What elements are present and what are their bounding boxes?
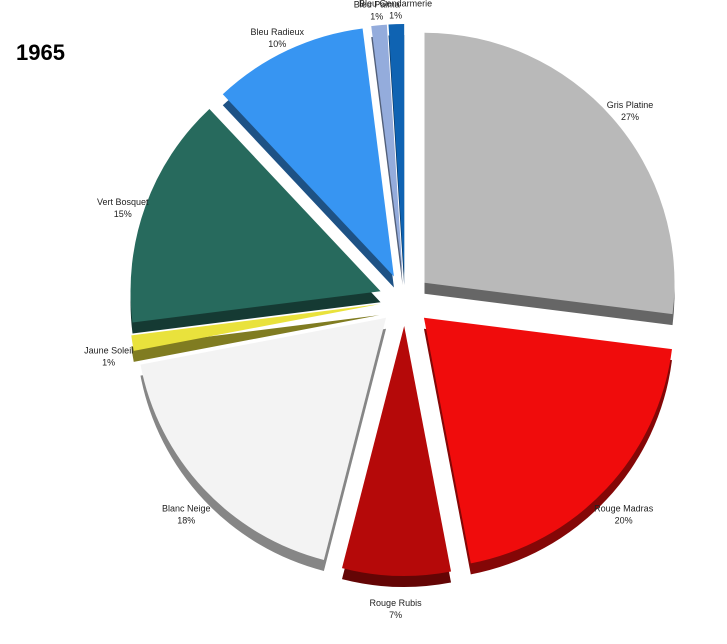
slice-value-label: 20%: [615, 516, 633, 526]
slice: [423, 317, 672, 564]
slice-value-label: 7%: [389, 610, 402, 620]
slice: [424, 32, 675, 315]
slice-label: Blanc Neige: [162, 504, 211, 514]
slice-label: Jaune Soleil: [84, 345, 133, 355]
slice: [342, 325, 452, 576]
slice-value-label: 10%: [268, 39, 286, 49]
slice: [222, 28, 394, 277]
slice-label: Bleu Gendarmerie: [359, 0, 432, 9]
slice: [131, 304, 380, 351]
slice: [140, 317, 387, 560]
slice-label: Rouge Rubis: [370, 598, 423, 608]
slice-label: Bleu Palma: [354, 0, 400, 10]
slice-label: Gris Platine: [607, 100, 654, 110]
slice-value-label: 27%: [621, 112, 639, 122]
chart-title: 1965: [16, 40, 65, 65]
slice: [388, 24, 405, 275]
slice-label: Bleu Radieux: [250, 27, 304, 37]
slice: [371, 24, 403, 275]
slice-value-label: 1%: [370, 12, 383, 22]
slice-value-label: 1%: [389, 11, 402, 21]
slice-label: Rouge Madras: [594, 504, 654, 514]
slice-value-label: 18%: [177, 516, 195, 526]
slice-side: [131, 315, 380, 362]
slice: [130, 108, 381, 323]
slice-label: Vert Bosquet: [97, 197, 149, 207]
slice-value-label: 1%: [102, 357, 115, 367]
slice-side: [371, 35, 403, 286]
slice-value-label: 15%: [114, 209, 132, 219]
